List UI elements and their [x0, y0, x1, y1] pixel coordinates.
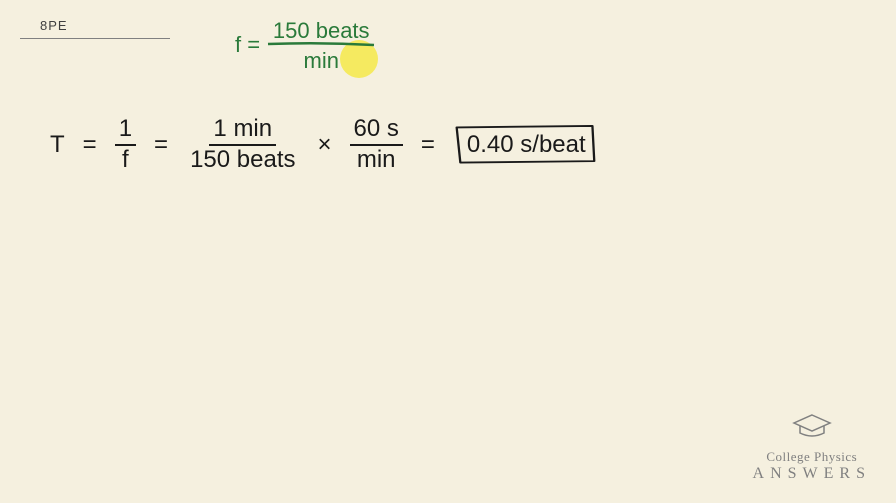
given-fraction: 150 beats min	[266, 18, 376, 74]
result-value: 0.40 s/beat	[467, 131, 586, 158]
graduation-cap-icon	[753, 413, 871, 447]
frac3-top: 60 s	[350, 115, 403, 146]
frac1-top: 1	[115, 115, 136, 146]
variable-T: T	[50, 131, 65, 159]
fraction-1min-150beats: 1 min 150 beats	[186, 115, 299, 175]
main-equation: T = 1 f = 1 min 150 beats × 60 s min = 0…	[50, 115, 600, 175]
equals-1: =	[83, 131, 97, 159]
logo-text-line2: ANSWERS	[753, 465, 871, 483]
brand-logo: College Physics ANSWERS	[753, 413, 871, 483]
result-box: 0.40 s/beat	[453, 123, 600, 167]
equals-3: =	[421, 131, 435, 159]
frac2-top: 1 min	[209, 115, 276, 146]
frac2-bottom: 150 beats	[186, 146, 299, 175]
given-denominator: min	[266, 48, 376, 74]
given-formula: f = 150 beats min	[235, 18, 896, 74]
given-variable: f	[235, 32, 241, 57]
problem-label: 8PE	[40, 18, 68, 33]
fraction-1-over-f: 1 f	[115, 115, 136, 175]
equals-2: =	[154, 131, 168, 159]
frac1-bottom: f	[118, 146, 133, 175]
times-sign: ×	[317, 131, 331, 159]
equals-sign: =	[247, 32, 260, 57]
frac3-bottom: min	[353, 146, 400, 175]
given-numerator: 150 beats	[266, 18, 376, 44]
fraction-60s-min: 60 s min	[350, 115, 403, 175]
label-underline	[20, 38, 170, 39]
logo-text-line1: College Physics	[753, 449, 871, 465]
